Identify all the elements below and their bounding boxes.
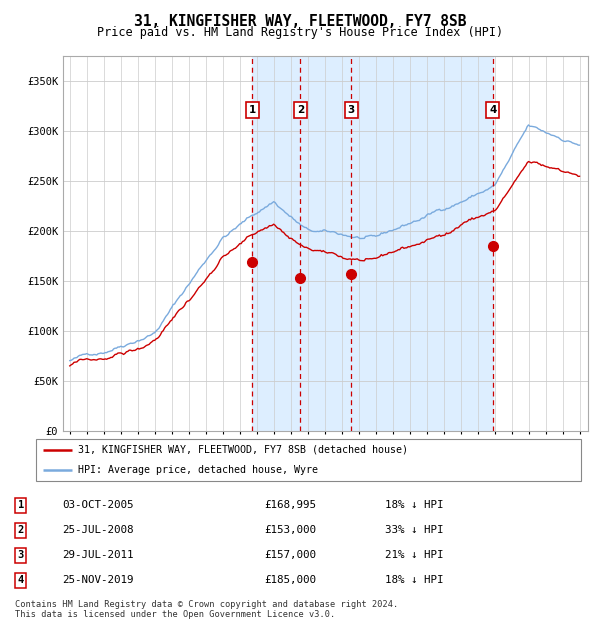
- Text: 18% ↓ HPI: 18% ↓ HPI: [385, 575, 444, 585]
- Text: £168,995: £168,995: [265, 500, 317, 510]
- Text: £185,000: £185,000: [265, 575, 317, 585]
- Text: 25-JUL-2008: 25-JUL-2008: [62, 525, 133, 535]
- Text: 4: 4: [489, 105, 497, 115]
- Text: 3: 3: [348, 105, 355, 115]
- FancyBboxPatch shape: [36, 438, 581, 482]
- Text: 21% ↓ HPI: 21% ↓ HPI: [385, 550, 444, 560]
- Text: Contains HM Land Registry data © Crown copyright and database right 2024.
This d: Contains HM Land Registry data © Crown c…: [15, 600, 398, 619]
- Text: 31, KINGFISHER WAY, FLEETWOOD, FY7 8SB: 31, KINGFISHER WAY, FLEETWOOD, FY7 8SB: [134, 14, 466, 29]
- Text: 1: 1: [249, 105, 256, 115]
- Text: 18% ↓ HPI: 18% ↓ HPI: [385, 500, 444, 510]
- Text: 1: 1: [17, 500, 24, 510]
- Bar: [253, 56, 493, 431]
- Text: 03-OCT-2005: 03-OCT-2005: [62, 500, 133, 510]
- Text: Price paid vs. HM Land Registry's House Price Index (HPI): Price paid vs. HM Land Registry's House …: [97, 26, 503, 39]
- Text: 33% ↓ HPI: 33% ↓ HPI: [385, 525, 444, 535]
- Text: HPI: Average price, detached house, Wyre: HPI: Average price, detached house, Wyre: [78, 465, 318, 476]
- Text: 3: 3: [17, 550, 24, 560]
- Text: 29-JUL-2011: 29-JUL-2011: [62, 550, 133, 560]
- Text: 25-NOV-2019: 25-NOV-2019: [62, 575, 133, 585]
- Text: 4: 4: [17, 575, 24, 585]
- Text: £153,000: £153,000: [265, 525, 317, 535]
- Text: 2: 2: [17, 525, 24, 535]
- Text: 31, KINGFISHER WAY, FLEETWOOD, FY7 8SB (detached house): 31, KINGFISHER WAY, FLEETWOOD, FY7 8SB (…: [78, 445, 408, 455]
- Text: £157,000: £157,000: [265, 550, 317, 560]
- Text: 2: 2: [297, 105, 304, 115]
